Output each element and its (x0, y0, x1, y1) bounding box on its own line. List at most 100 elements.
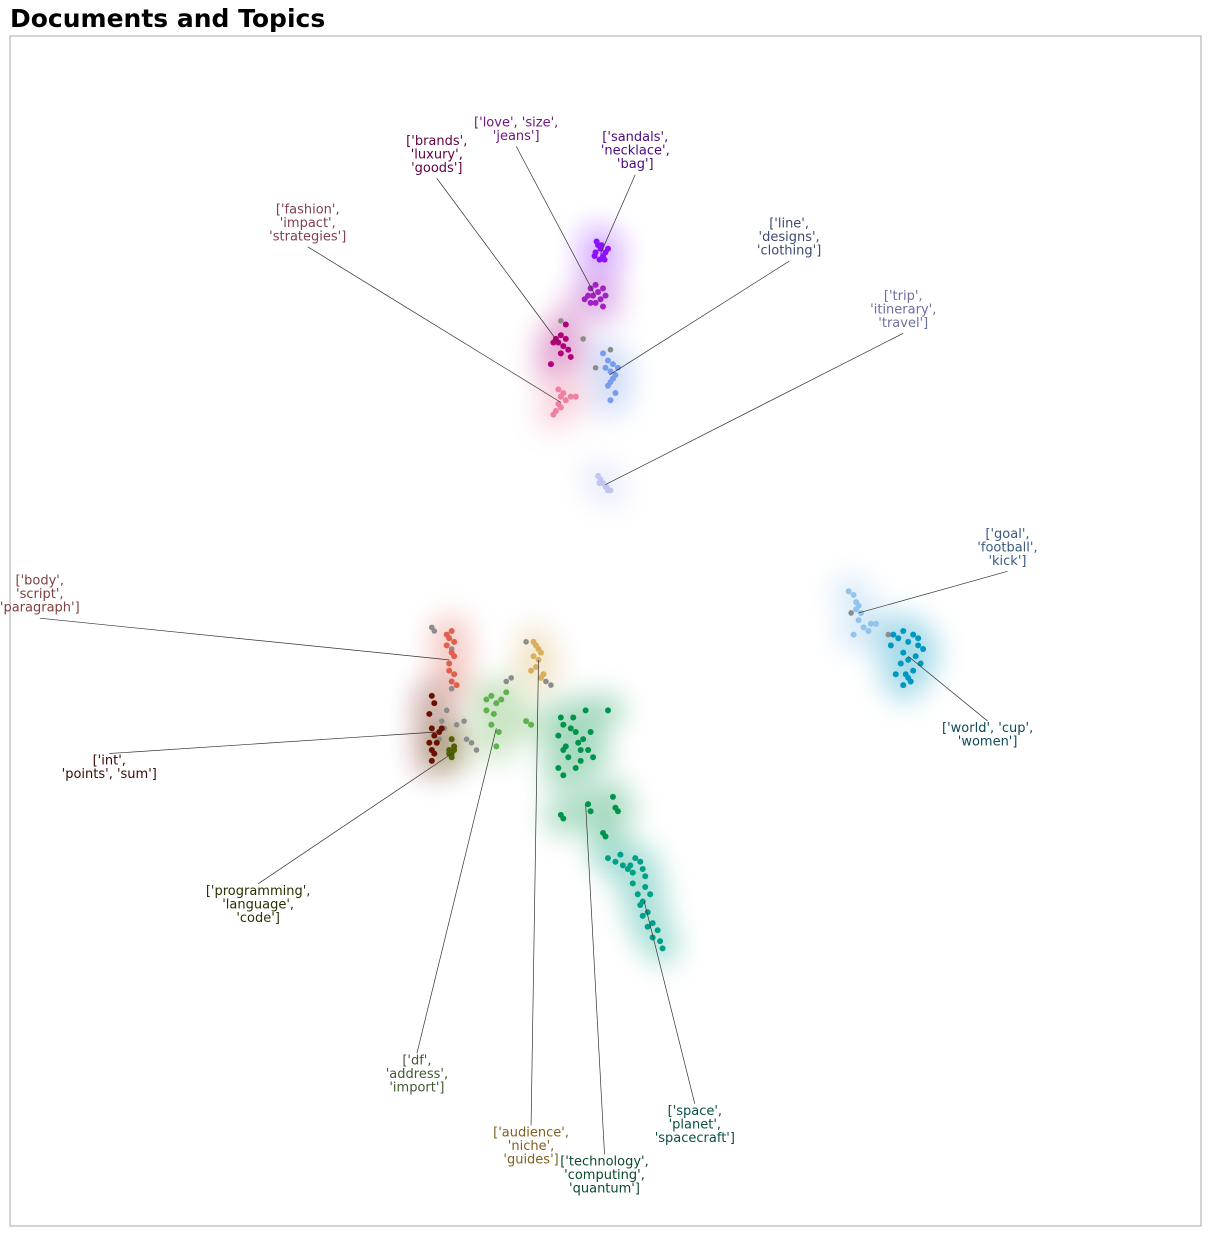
document-point (537, 649, 544, 656)
document-point (523, 718, 530, 725)
outlier-point (848, 610, 854, 616)
document-point (587, 808, 594, 815)
document-point (483, 707, 490, 714)
topic-label-line: ['goal', (985, 527, 1029, 542)
document-point (632, 855, 639, 862)
document-point (915, 642, 922, 649)
document-point (557, 714, 564, 721)
topic-label: ['body','script','paragraph'] (0, 574, 80, 616)
document-point (657, 938, 664, 945)
document-point (547, 361, 554, 368)
document-point (592, 281, 599, 288)
topic-label: ['love', 'size','jeans'] (474, 115, 558, 143)
topic-label-line: 'language', (222, 897, 294, 912)
document-point (446, 635, 453, 642)
document-point (609, 375, 616, 382)
outlier-point (473, 747, 480, 753)
document-point (850, 631, 857, 638)
document-point (446, 750, 453, 757)
document-point (612, 390, 619, 396)
document-point (619, 862, 626, 869)
document-point (659, 945, 666, 952)
topic-label-line: 'spacecraft'] (655, 1131, 735, 1146)
topic-label: ['world', 'cup','women'] (942, 721, 1033, 750)
topic-label-line: ['fashion', (276, 202, 340, 217)
outlier-point (503, 678, 510, 685)
document-point (572, 728, 579, 735)
document-point (595, 289, 602, 296)
document-point (528, 721, 535, 728)
document-point (607, 397, 614, 404)
outlier-point (468, 739, 475, 746)
topic-label-line: ['trip', (884, 289, 923, 304)
topic-label-line: 'travel'] (878, 316, 928, 331)
document-point (642, 884, 649, 891)
outlier-point (548, 682, 554, 688)
document-point (557, 332, 564, 339)
topic-leader-line (609, 260, 790, 376)
document-point (560, 721, 567, 728)
topic-label-line: 'quantum'] (569, 1181, 640, 1196)
document-point (443, 642, 450, 649)
outlier-point (558, 318, 564, 324)
document-point (867, 620, 874, 627)
document-point (528, 667, 535, 674)
topic-label-line: 'women'] (958, 735, 1018, 750)
document-point (597, 296, 604, 303)
document-point (637, 902, 644, 909)
topic-leader-line (416, 728, 497, 1054)
document-point (426, 710, 433, 717)
document-point (448, 678, 455, 685)
document-point (604, 855, 611, 862)
document-point (634, 891, 641, 898)
document-point (647, 891, 654, 898)
outlier-point (543, 678, 549, 685)
topic-label-line: 'kick'] (988, 554, 1026, 569)
topic-density (542, 694, 634, 853)
document-point (607, 487, 614, 494)
document-point (587, 299, 594, 306)
document-point (490, 710, 497, 717)
document-point (577, 757, 584, 764)
document-point (887, 642, 894, 649)
document-point (431, 750, 438, 757)
document-point (897, 660, 904, 667)
topic-label-line: 'points', 'sum'] (62, 767, 157, 782)
outlier-point (508, 675, 515, 681)
document-point (601, 256, 608, 263)
document-point (448, 628, 455, 634)
document-point (639, 866, 646, 872)
outlier-layer (429, 318, 892, 753)
topic-label: ['brands','luxury','goods'] (406, 134, 467, 176)
document-point (495, 728, 502, 735)
topic-leader-line (307, 246, 562, 403)
topic-label-line: ['love', 'size', (474, 115, 558, 130)
document-point (910, 667, 917, 674)
topic-label-line: ['audience', (493, 1125, 569, 1140)
document-point (428, 692, 435, 699)
document-point (575, 739, 582, 746)
document-point (498, 696, 505, 703)
outlier-point (592, 364, 599, 371)
document-point (431, 732, 438, 739)
outlier-point (607, 346, 614, 353)
topic-leader-line (907, 655, 988, 722)
document-point (428, 757, 435, 764)
topic-label-line: 'bag'] (617, 157, 654, 172)
document-point (917, 660, 924, 667)
document-point (426, 739, 433, 746)
document-point (453, 682, 460, 689)
document-point (602, 292, 609, 299)
document-point (577, 747, 584, 753)
document-point (920, 646, 927, 653)
document-point (604, 707, 611, 714)
document-point (560, 343, 567, 350)
document-point (555, 765, 562, 772)
density-layer (413, 225, 940, 965)
document-point (567, 353, 574, 360)
topic-label: ['space','planet','spacecraft'] (655, 1104, 735, 1146)
document-point (433, 739, 440, 746)
document-point (905, 674, 912, 681)
document-point (905, 638, 912, 645)
